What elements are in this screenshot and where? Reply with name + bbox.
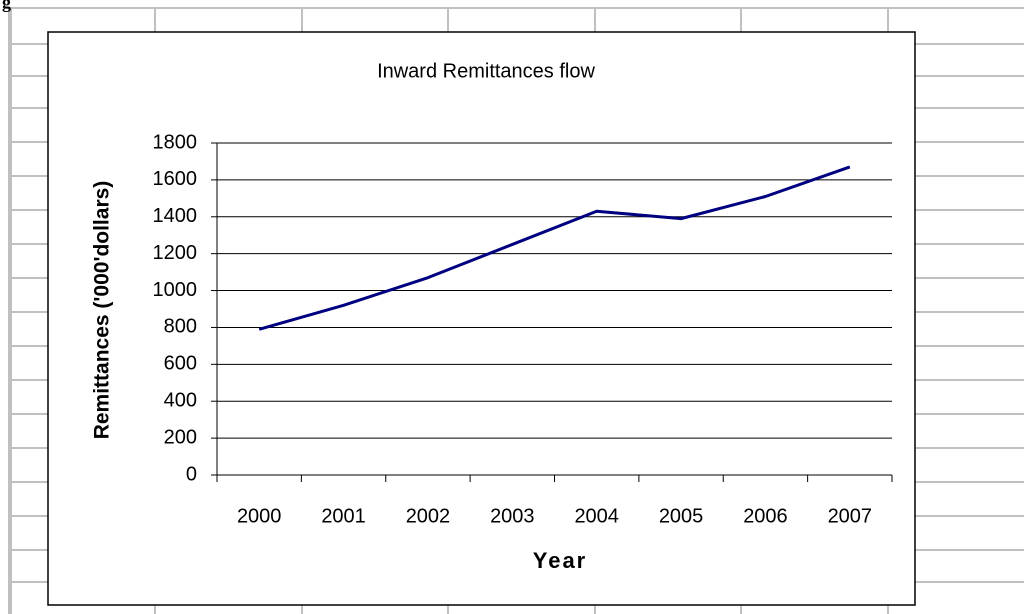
data-line	[258, 165, 851, 331]
x-tick-label: 2002	[406, 505, 451, 527]
x-tick-label: 2005	[659, 505, 704, 527]
chart-title: Inward Remittances flow	[377, 60, 595, 82]
chart: Inward Remittances flow Year Remittances…	[91, 60, 893, 573]
chart-area	[47, 31, 916, 606]
y-tick-label: 1000	[153, 279, 198, 301]
x-tick-label: 2007	[828, 505, 873, 527]
x-axis-label: Year	[533, 548, 588, 573]
x-tick-label: 2006	[743, 505, 788, 527]
y-tick-label: 400	[164, 390, 197, 412]
y-tick-label: 200	[164, 426, 197, 448]
y-tick-label: 1400	[153, 205, 198, 227]
caption-fragment: g	[2, 0, 11, 12]
y-tick-label: 600	[164, 353, 197, 375]
y-tick-label: 0	[186, 463, 197, 485]
y-tick-label: 800	[164, 316, 197, 338]
x-tick-label: 2004	[574, 505, 619, 527]
y-axis-label: Remittances ('000'dollars)	[91, 181, 114, 440]
x-tick-label: 2001	[321, 505, 366, 527]
y-tick-label: 1200	[153, 242, 198, 264]
x-tick-label: 2000	[237, 505, 282, 527]
x-tick-label: 2003	[490, 505, 535, 527]
y-tick-label: 1600	[153, 168, 198, 190]
y-tick-label: 1800	[153, 131, 198, 153]
